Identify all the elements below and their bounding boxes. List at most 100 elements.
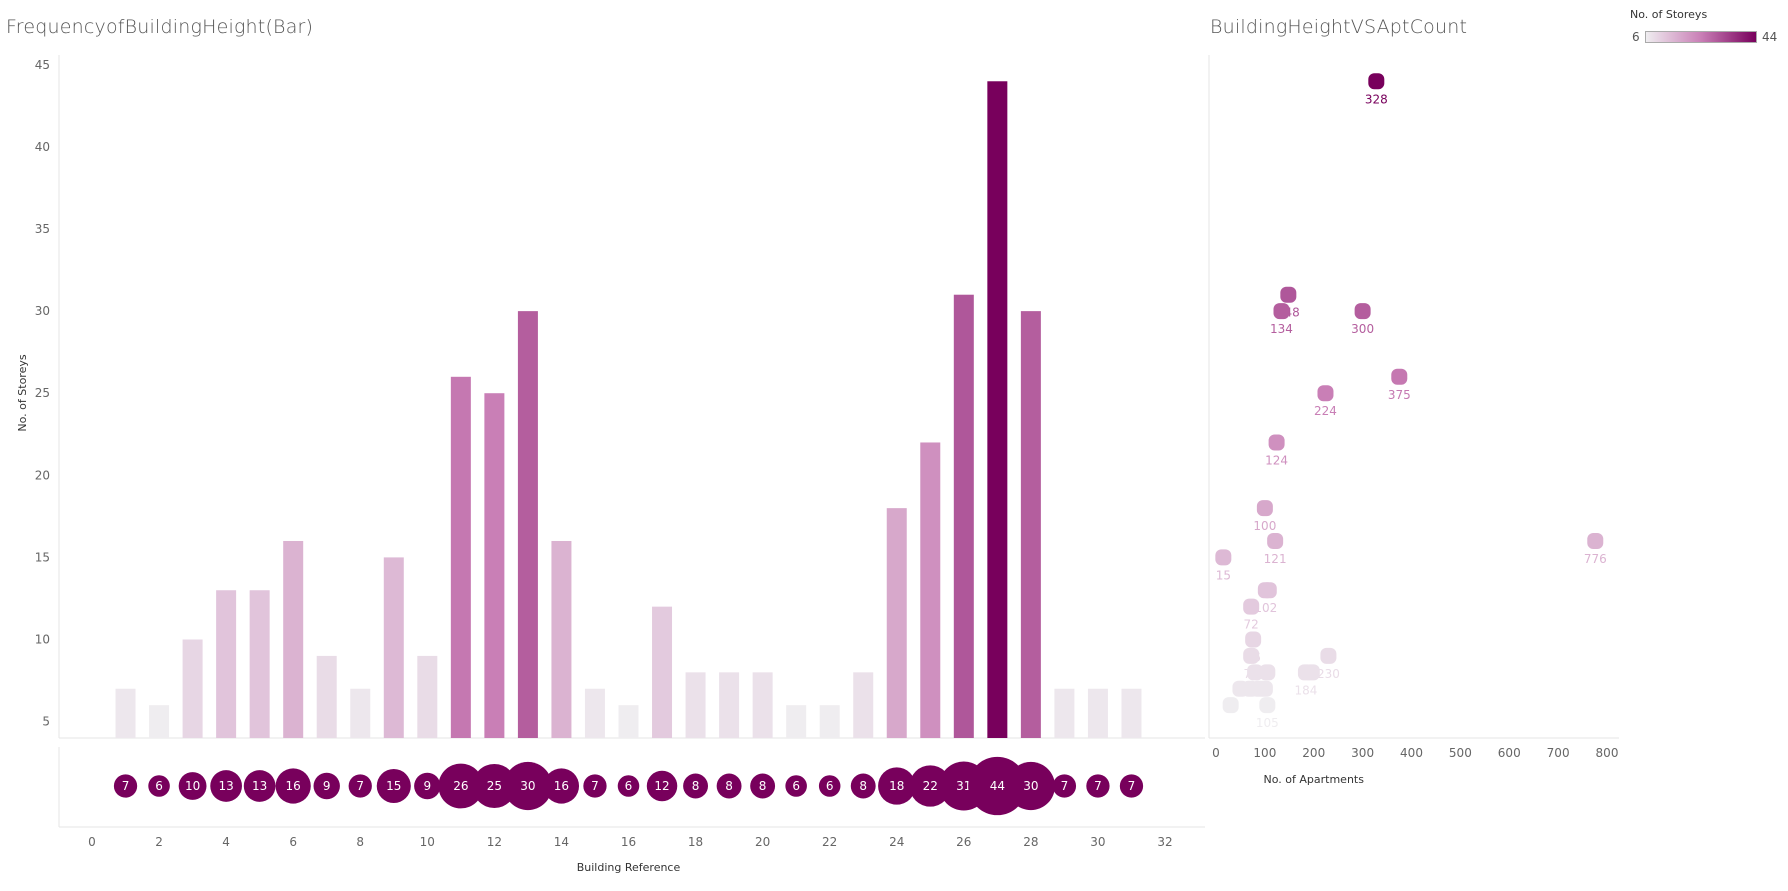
scatter-point-label: 375 [1388, 388, 1411, 402]
scatter-x-tick-label: 400 [1400, 746, 1423, 760]
circle-value-label: 12 [654, 779, 669, 793]
circle-value-label: 18 [889, 779, 904, 793]
size-circle [472, 764, 517, 808]
size-circle [909, 765, 951, 807]
bar [1121, 688, 1142, 738]
bar [1054, 688, 1075, 738]
scatter-point [1267, 532, 1284, 549]
bar [920, 442, 941, 738]
circle-value-label: 6 [792, 779, 800, 793]
scatter-point-label: 328 [1365, 92, 1388, 106]
scatter-point [1247, 664, 1264, 681]
bar [719, 672, 740, 738]
scatter-point [1280, 286, 1297, 303]
size-circle [210, 770, 242, 802]
bar [853, 672, 874, 738]
circle-value-label: 22 [923, 779, 938, 793]
circle-value-label: 7 [591, 779, 599, 793]
bar [115, 688, 136, 738]
x-tick-label: 28 [1023, 835, 1038, 849]
scatter-point-label: 300 [1351, 322, 1374, 336]
circle-value-label: 30 [1023, 779, 1038, 793]
bar [953, 294, 974, 738]
circle-value-label: 26 [453, 779, 468, 793]
scatter-chart-title: BuildingHeightVSAptCount [1210, 16, 1468, 38]
x-tick-label: 6 [289, 835, 297, 849]
bar [752, 672, 773, 738]
size-circle [348, 774, 372, 798]
bar [886, 508, 907, 738]
x-tick-label: 10 [420, 835, 435, 849]
size-circle [148, 775, 170, 797]
scatter-point-label: 184 [1294, 683, 1317, 697]
circle-value-label: 10 [185, 779, 200, 793]
scatter-point [1259, 697, 1276, 714]
legend-max: 44 [1762, 30, 1778, 44]
bar [819, 705, 840, 738]
size-circle [617, 775, 640, 797]
scatter-x-tick-label: 500 [1449, 746, 1472, 760]
scatter-point-label: 124 [1265, 453, 1288, 467]
circle-value-label: 9 [323, 779, 331, 793]
scatter-point [1215, 549, 1232, 566]
size-circle [1119, 774, 1144, 798]
scatter-point [1243, 598, 1260, 615]
size-circle [785, 775, 807, 797]
bar [182, 639, 203, 738]
x-tick-label: 0 [88, 835, 96, 849]
bar [987, 81, 1008, 739]
size-circle [583, 774, 607, 798]
y-tick-label: 45 [35, 58, 50, 72]
bar [685, 672, 706, 738]
size-circle [683, 773, 709, 799]
scatter-point-label: 230 [1317, 667, 1340, 681]
scatter-x-tick-label: 100 [1253, 746, 1276, 760]
scatter-point [1256, 500, 1273, 517]
bar [484, 393, 505, 738]
circle-value-label: 8 [692, 779, 700, 793]
legend-min: 6 [1632, 30, 1640, 44]
circle-value-label: 13 [252, 779, 267, 793]
y-tick-label: 40 [35, 140, 50, 154]
size-circle [543, 768, 580, 804]
x-tick-label: 14 [554, 835, 569, 849]
bar [517, 311, 538, 738]
scatter-point [1260, 582, 1277, 599]
y-tick-label: 10 [35, 632, 50, 646]
x-tick-label: 32 [1157, 835, 1172, 849]
size-circle [414, 772, 441, 800]
x-tick-label: 30 [1090, 835, 1105, 849]
circle-value-label: 9 [423, 779, 431, 793]
circle-value-label: 7 [1128, 779, 1136, 793]
scatter-x-tick-label: 600 [1498, 746, 1521, 760]
circle-value-label: 8 [725, 779, 733, 793]
x-tick-label: 2 [155, 835, 163, 849]
y-tick-label: 30 [35, 304, 50, 318]
size-circle [438, 763, 484, 809]
size-circle [878, 767, 916, 805]
circle-value-label: 7 [1094, 779, 1102, 793]
circle-value-label: 15 [386, 779, 401, 793]
y-tick-label: 20 [35, 468, 50, 482]
x-tick-label: 24 [889, 835, 904, 849]
scatter-point [1303, 664, 1320, 681]
x-tick-label: 20 [755, 835, 770, 849]
bar [417, 655, 438, 738]
size-circle [1052, 774, 1077, 798]
scatter-x-tick-label: 800 [1596, 746, 1619, 760]
bar-chart-title: FrequencyofBuildingHeight(Bar) [6, 16, 314, 38]
scatter-point-label: 72 [1244, 618, 1259, 632]
y-tick-label: 35 [35, 222, 50, 236]
size-circle [818, 775, 841, 797]
scatter-point [1268, 434, 1285, 451]
bar [551, 540, 572, 738]
x-tick-label: 4 [222, 835, 230, 849]
bar [1020, 311, 1041, 738]
bar [618, 705, 639, 738]
x-tick-label: 22 [822, 835, 837, 849]
bar [1087, 688, 1108, 738]
scatter-point [1391, 368, 1408, 385]
scatter-point [1320, 647, 1337, 664]
circle-value-label: 16 [286, 779, 301, 793]
